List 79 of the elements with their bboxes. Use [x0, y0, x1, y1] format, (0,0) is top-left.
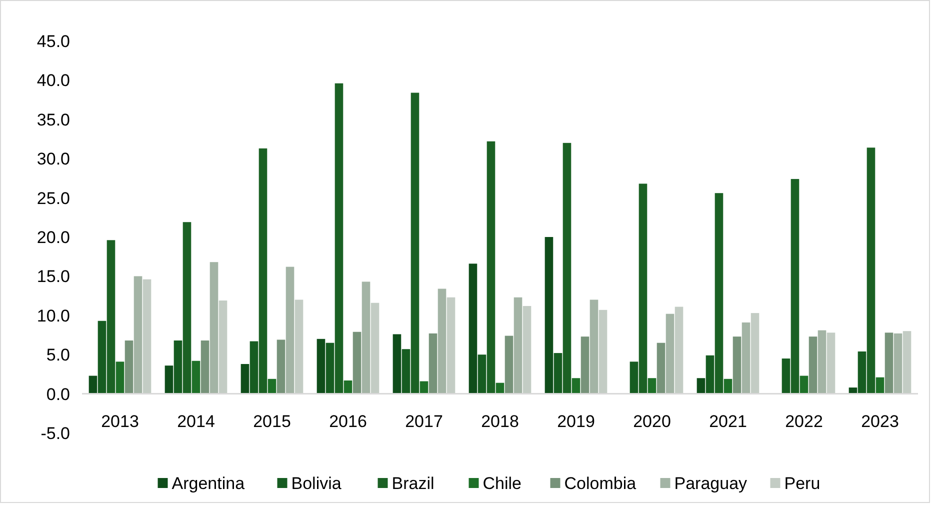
bar — [514, 297, 522, 394]
x-tick-label: 2018 — [481, 412, 519, 431]
x-tick-label: 2013 — [101, 412, 139, 431]
legend-label: Colombia — [564, 474, 637, 493]
y-tick-label: 0.0 — [46, 384, 70, 404]
bar — [580, 336, 590, 394]
y-tick-label: 10.0 — [36, 306, 70, 326]
bar — [826, 332, 836, 394]
bar — [116, 362, 124, 394]
bar — [192, 360, 200, 394]
x-tick-label: 2019 — [557, 412, 595, 431]
bar — [370, 302, 380, 394]
x-tick-label: 2014 — [177, 412, 215, 431]
legend-label: Chile — [482, 474, 522, 493]
bar — [286, 266, 294, 394]
bar — [572, 378, 580, 394]
bar — [344, 380, 352, 394]
bar — [124, 340, 134, 394]
bar — [428, 333, 438, 394]
y-tick-label: 40.0 — [36, 71, 70, 90]
bar — [134, 276, 142, 394]
bar — [438, 288, 446, 394]
bar — [392, 334, 402, 394]
y-tick-label: 30.0 — [36, 150, 70, 169]
bar — [876, 377, 884, 394]
bar — [800, 376, 808, 394]
legend-label: Bolivia — [291, 474, 342, 493]
x-tick-label: 2017 — [405, 412, 443, 431]
bar — [200, 340, 210, 394]
bar — [218, 300, 228, 394]
legend-label: Brazil — [392, 474, 434, 493]
bar — [446, 297, 456, 394]
bar — [504, 336, 514, 394]
x-tick-label: 2015 — [253, 412, 291, 431]
bar — [666, 314, 674, 394]
bar — [88, 376, 98, 394]
y-tick-label: 35.0 — [36, 110, 70, 130]
bar — [696, 378, 706, 394]
y-tick-label: 25.0 — [36, 188, 70, 208]
x-tick-label: 2022 — [785, 412, 823, 431]
y-tick-label: 5.0 — [46, 346, 70, 365]
bar — [544, 237, 554, 394]
bar — [522, 306, 532, 394]
x-tick-label: 2016 — [329, 412, 367, 431]
legend-label: Peru — [784, 474, 820, 493]
y-tick-label: 15.0 — [36, 267, 70, 286]
bar — [276, 340, 286, 394]
y-tick-label: 45.0 — [36, 32, 70, 51]
bar — [674, 306, 684, 394]
bar — [240, 364, 250, 394]
legend-label: Argentina — [172, 474, 246, 493]
bar — [750, 313, 760, 394]
bar — [724, 378, 732, 394]
x-tick-label: 2020 — [633, 412, 671, 431]
x-tick-label: 2021 — [709, 412, 747, 431]
x-tick-label: 2023 — [861, 412, 899, 431]
y-tick-label: -5.0 — [40, 424, 70, 443]
bar — [352, 332, 362, 394]
bar — [268, 378, 276, 394]
bar — [648, 378, 656, 394]
bar — [468, 264, 478, 394]
legend-label: Paraguay — [674, 474, 748, 493]
bar — [590, 300, 598, 394]
bar — [316, 338, 326, 394]
bar — [164, 366, 174, 394]
y-tick-label: 20.0 — [36, 228, 70, 247]
bar — [598, 310, 608, 394]
bar — [294, 300, 304, 394]
bar — [362, 282, 370, 394]
bar — [142, 279, 152, 394]
bar — [210, 262, 218, 394]
bar — [894, 333, 902, 394]
bar — [742, 322, 750, 394]
bar — [818, 330, 826, 394]
bar — [884, 332, 894, 394]
bar — [902, 331, 912, 394]
bar — [732, 336, 742, 394]
bar — [656, 342, 666, 394]
bar — [808, 336, 818, 394]
